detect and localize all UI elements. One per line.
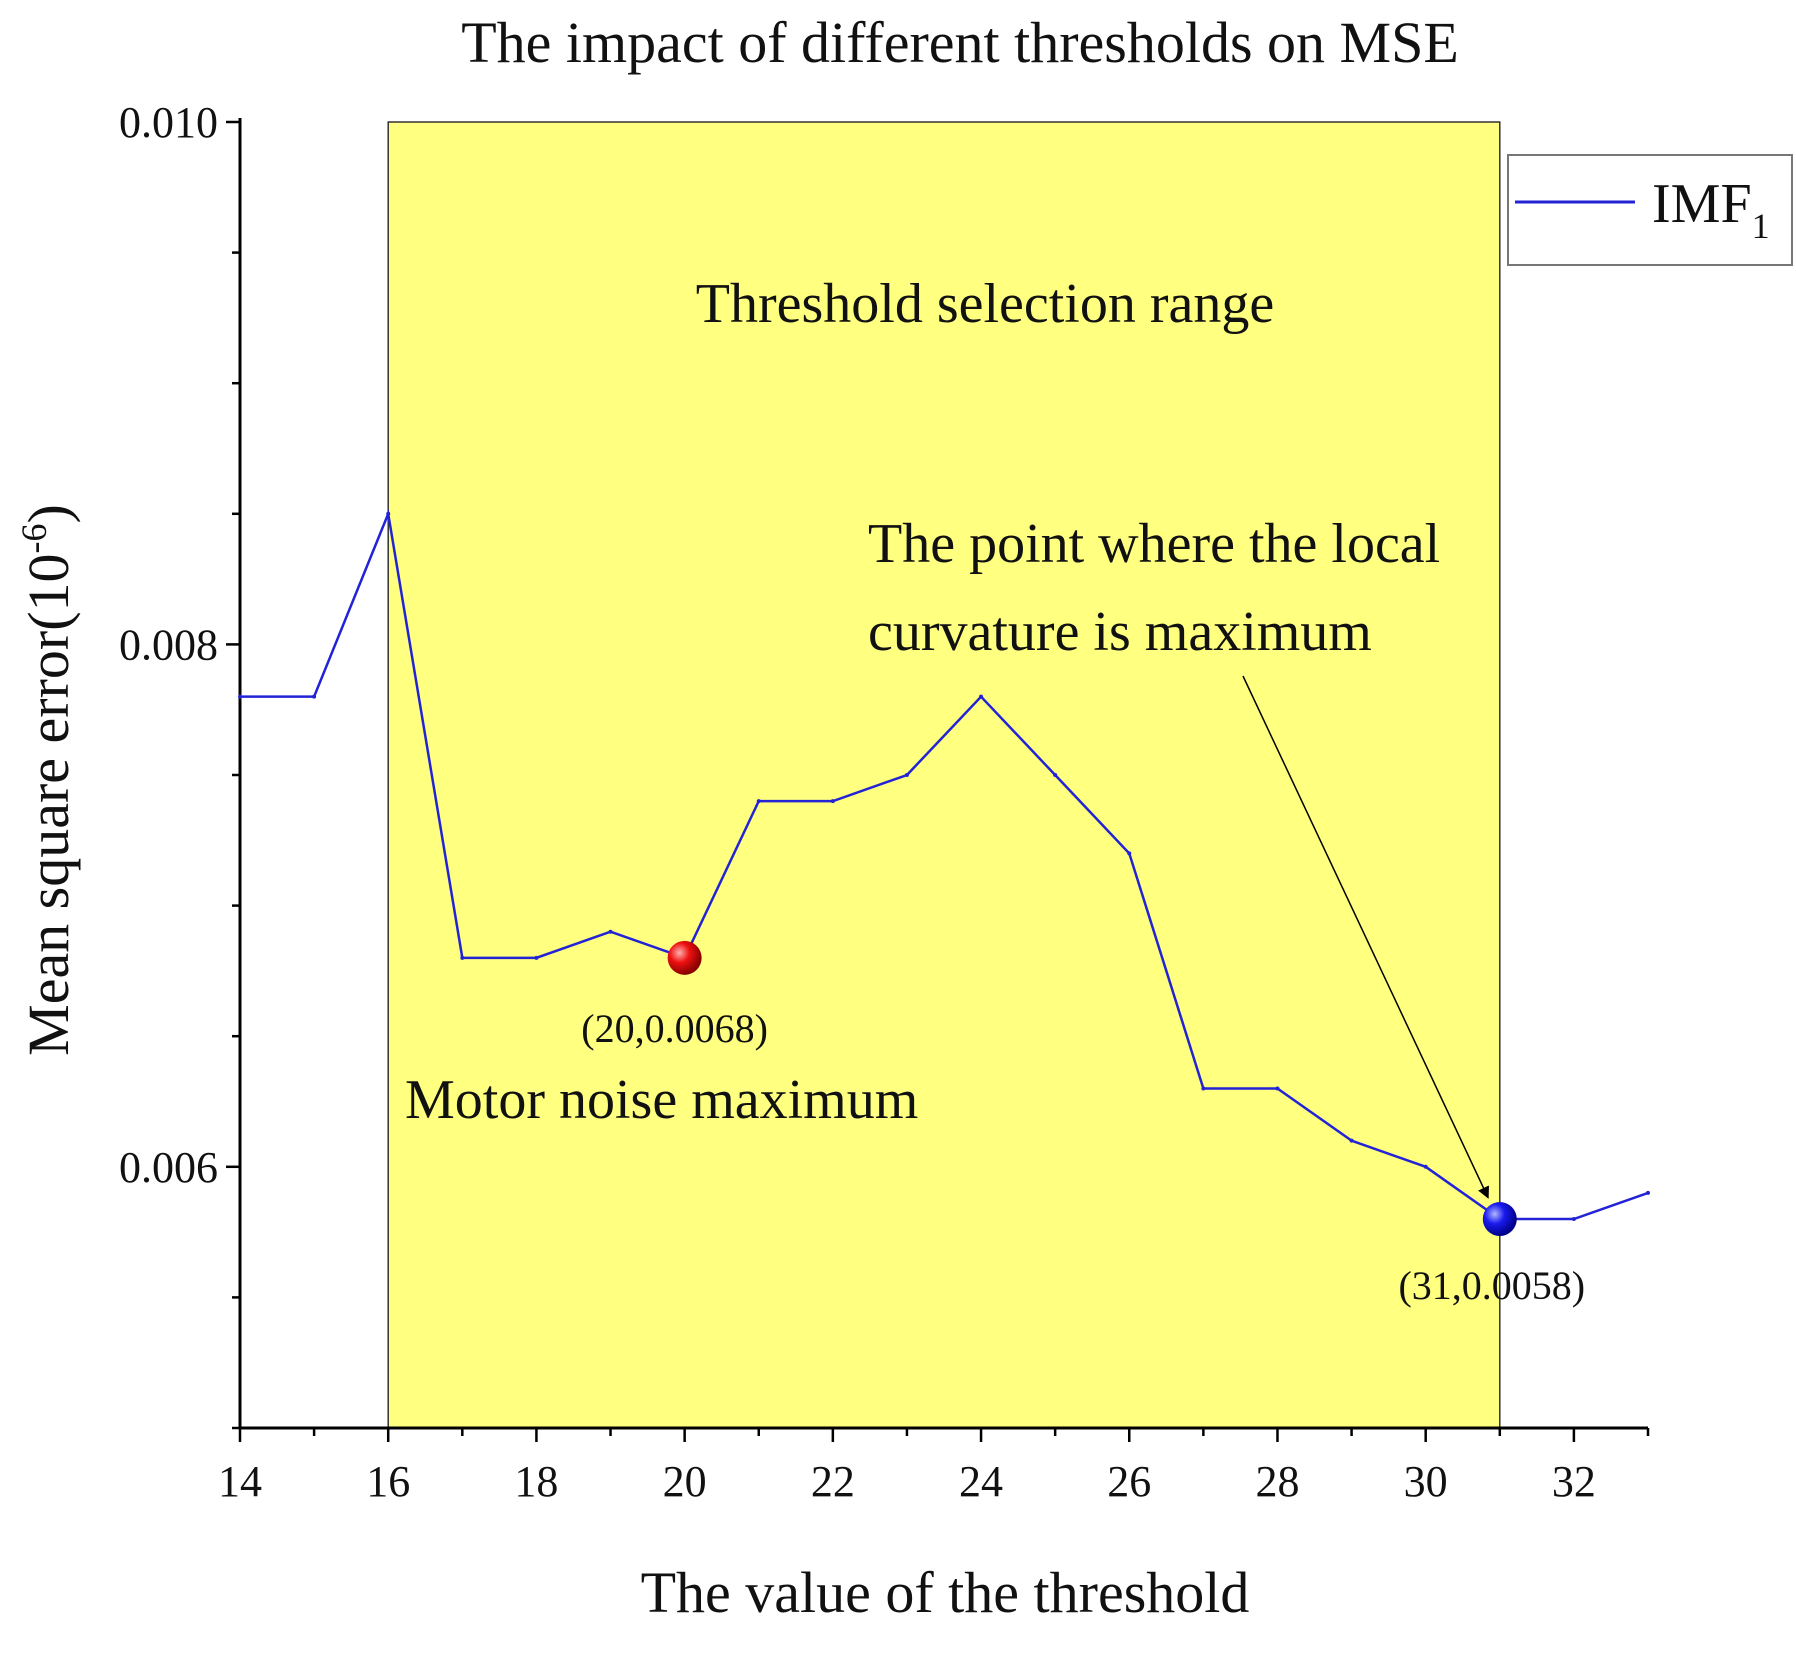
- legend-label-main: IMF: [1652, 173, 1752, 235]
- y-axis-title-exponent: -6: [14, 523, 54, 553]
- x-tick-label-16: 16: [366, 1457, 410, 1506]
- data-point-25: [1053, 773, 1058, 777]
- data-point-26: [1127, 851, 1132, 856]
- x-tick-label-32: 32: [1552, 1457, 1596, 1506]
- data-point-33: [1646, 1190, 1650, 1195]
- highlight-point-31: [1482, 1202, 1517, 1237]
- point-label-31: (31,0.0058): [1398, 1263, 1585, 1308]
- curvature-annotation-line2: curvature is maximum: [868, 601, 1372, 663]
- legend-label-imf1: IMF1: [1652, 173, 1770, 246]
- highlight-point-20: [667, 940, 702, 975]
- point-label-20: (20,0.0068): [581, 1006, 768, 1051]
- x-axis-title: The value of the threshold: [641, 1560, 1250, 1625]
- x-tick-label-30: 30: [1404, 1457, 1448, 1506]
- motor-noise-annotation: Motor noise maximum: [405, 1069, 918, 1131]
- y-tick-label-0.006: 0.006: [119, 1143, 218, 1192]
- data-point-32: [1571, 1217, 1576, 1222]
- data-point-28: [1275, 1086, 1280, 1091]
- x-tick-label-22: 22: [811, 1457, 855, 1506]
- legend-label-subscript: 1: [1752, 206, 1770, 246]
- data-point-30: [1423, 1164, 1428, 1169]
- data-point-24: [979, 694, 984, 699]
- legend: IMF1: [1507, 154, 1793, 266]
- data-point-18: [534, 955, 539, 960]
- threshold-selection-region: [387, 121, 1501, 1429]
- curvature-annotation-line1: The point where the local: [868, 513, 1440, 575]
- data-point-19: [608, 929, 613, 934]
- data-point-21: [756, 799, 761, 804]
- y-axis-title: Mean square error(10-6): [14, 504, 81, 1056]
- x-tick-label-20: 20: [663, 1457, 707, 1506]
- y-axis-title-main: Mean square error(10: [16, 553, 81, 1055]
- data-point-16: [386, 511, 391, 516]
- y-tick-label-0.008: 0.008: [119, 620, 218, 669]
- data-point-23: [904, 773, 909, 777]
- y-tick-label-0.010: 0.010: [119, 98, 218, 147]
- x-tick-label-14: 14: [218, 1457, 262, 1506]
- series-line-imf1: [240, 509, 1649, 1221]
- curvature-arrow: [1242, 675, 1489, 1199]
- x-tick-label-26: 26: [1107, 1457, 1151, 1506]
- legend-box: [1507, 154, 1793, 266]
- data-point-22: [830, 799, 835, 804]
- data-point-17: [460, 955, 465, 960]
- x-tick-label-28: 28: [1255, 1457, 1299, 1506]
- x-tick-label-24: 24: [959, 1457, 1003, 1506]
- data-point-14: [238, 694, 242, 699]
- data-point-29: [1349, 1138, 1354, 1143]
- x-tick-label-18: 18: [514, 1457, 558, 1506]
- data-point-15: [312, 694, 317, 699]
- chart-title: The impact of different thresholds on MS…: [461, 10, 1459, 75]
- y-axis-title-suffix: ): [16, 504, 81, 523]
- selection-range-label: Threshold selection range: [696, 273, 1274, 335]
- data-point-27: [1201, 1086, 1206, 1091]
